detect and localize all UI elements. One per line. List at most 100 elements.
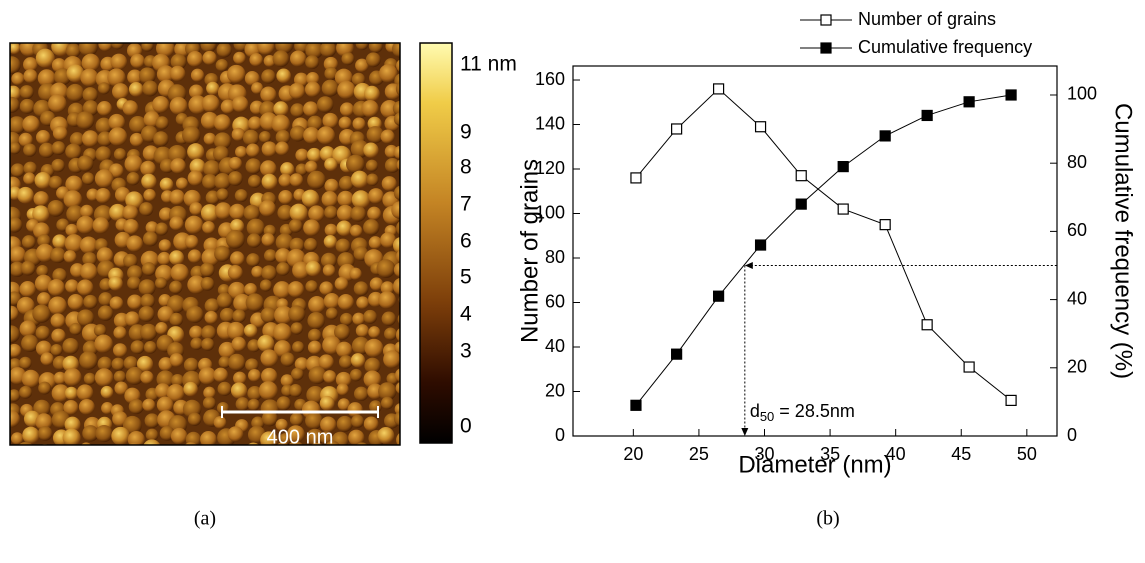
grain [95,188,111,204]
legend-label: Cumulative frequency [858,37,1032,57]
grain [275,129,291,145]
grain [229,203,246,220]
grain [320,416,337,433]
grain [140,370,154,385]
grain [258,131,272,144]
grain [190,68,205,82]
grain [304,238,318,252]
grain [259,200,276,217]
grain [247,368,261,382]
grain [47,279,65,297]
y-tick-label: 120 [535,158,565,178]
grain [261,265,277,281]
grain [76,215,95,234]
grain [203,132,217,146]
series-line [635,88,1012,401]
grain [352,312,365,326]
grain [32,304,51,323]
grain [122,204,139,221]
grain [355,43,369,51]
y2-axis-label: Cumulative frequency (%) [1110,103,1137,379]
grain [307,170,326,190]
marker [754,121,767,133]
grain [304,160,318,174]
grain [170,53,187,70]
grain [337,398,351,411]
grain [383,350,400,369]
grain [276,396,291,411]
grain [122,415,142,435]
grain [95,425,113,443]
grain [76,279,94,296]
grain [368,326,381,339]
grain [294,357,309,372]
grain [175,177,189,190]
grain [124,311,140,327]
grain [10,56,21,75]
grain [169,312,184,327]
grain [341,52,355,66]
grain [393,145,400,160]
grain [400,173,414,187]
grain [169,250,185,266]
grain [96,101,112,116]
grain [63,250,77,263]
grain [50,313,66,329]
grain [346,154,365,174]
grain [109,163,124,178]
grain [244,282,258,296]
grain [111,426,130,445]
grain [75,111,95,130]
grain [38,142,55,159]
grain [199,262,215,278]
grain [182,125,201,145]
grain [109,203,127,221]
grain [51,328,66,343]
grain [392,100,400,116]
grain [10,43,21,55]
grain [230,382,248,399]
grain [10,325,20,344]
grain [289,384,303,398]
grain [92,217,110,234]
grain [66,64,85,83]
grain [351,190,371,209]
grain [333,324,351,341]
grain [363,85,380,102]
colorbar-tick-label: 0 [460,415,472,438]
grain [394,341,400,354]
y-tick-label: 160 [535,69,565,89]
grain [37,292,51,307]
grain [187,249,202,264]
grain [286,425,305,443]
grain [95,146,112,163]
grain [337,190,354,208]
grain [111,43,124,50]
grain [260,307,277,324]
grain [201,337,215,351]
grain [231,95,249,113]
grain [76,384,94,401]
grain [19,280,36,298]
grain [19,85,34,100]
grain [154,383,171,399]
grain [189,325,203,340]
grain [112,83,129,100]
grain [398,355,400,364]
grain [186,305,204,324]
grain [288,218,303,233]
grain [355,58,369,73]
y-tick-label: 140 [535,113,565,133]
grain [247,339,261,353]
grain [62,428,81,445]
grain [108,113,126,131]
y2-tick-label: 0 [1067,425,1077,445]
grain [23,69,38,84]
grain [363,416,379,432]
grain [94,169,114,189]
grain [392,277,400,296]
grain [204,298,220,314]
grain [51,384,70,403]
grain [257,334,275,352]
grain [50,344,63,357]
